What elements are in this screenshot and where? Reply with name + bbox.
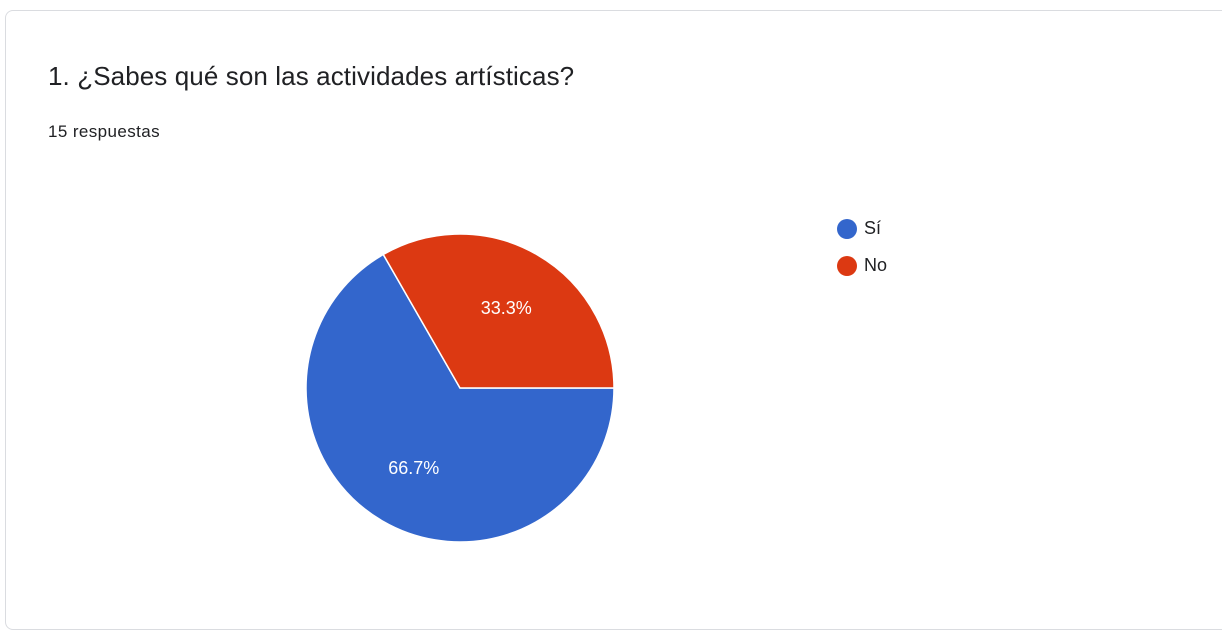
- pie-slice-si[interactable]: [305, 253, 615, 543]
- pie-label-no: 33.3%: [481, 298, 532, 318]
- response-summary-card: 1. ¿Sabes qué son las actividades artíst…: [5, 10, 1222, 630]
- legend-item-no[interactable]: No: [837, 247, 887, 284]
- pie-slice-no[interactable]: [382, 233, 615, 389]
- pie-label-si: 66.7%: [388, 458, 439, 478]
- legend-label: Sí: [864, 218, 882, 238]
- legend-swatch: [837, 218, 857, 239]
- response-count: 15 respuestas: [48, 122, 160, 141]
- legend-label: No: [864, 255, 888, 275]
- legend-swatch: [837, 255, 857, 276]
- legend-item-si[interactable]: Sí: [837, 210, 887, 247]
- question-title: 1. ¿Sabes qué son las actividades artíst…: [48, 61, 575, 91]
- chart-legend: Sí No: [837, 210, 887, 284]
